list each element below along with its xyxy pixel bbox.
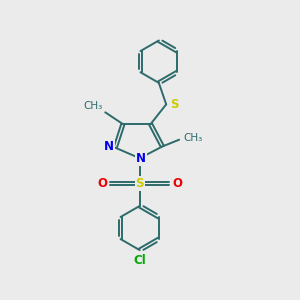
Text: S: S <box>135 177 144 190</box>
Text: O: O <box>172 177 182 190</box>
Text: N: N <box>104 140 114 153</box>
Text: Cl: Cl <box>133 254 146 267</box>
Text: O: O <box>97 177 107 190</box>
Text: S: S <box>170 98 178 111</box>
Text: N: N <box>136 152 146 165</box>
Text: CH₃: CH₃ <box>84 101 103 111</box>
Text: CH₃: CH₃ <box>183 133 202 143</box>
